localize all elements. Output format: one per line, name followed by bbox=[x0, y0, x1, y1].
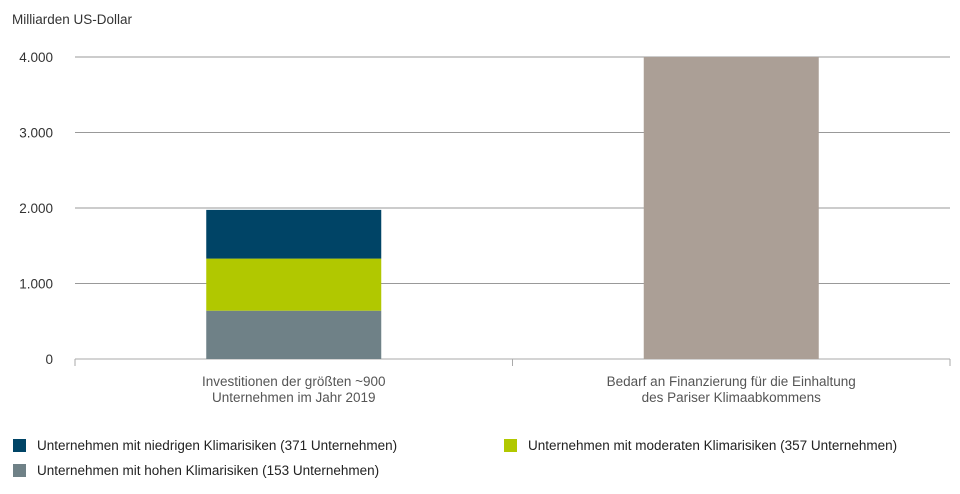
bar-segment bbox=[643, 57, 819, 359]
y-tick-label: 2.000 bbox=[19, 201, 53, 216]
legend-item-low-risk: Unternehmen mit niedrigen Klimarisiken (… bbox=[13, 438, 397, 453]
x-category-label: Unternehmen im Jahr 2019 bbox=[212, 390, 376, 405]
x-category-label: Investitionen der größten ~900 bbox=[202, 374, 386, 389]
legend-swatch bbox=[13, 439, 26, 452]
y-axis-title: Milliarden US-Dollar bbox=[12, 12, 133, 27]
x-category-label: des Pariser Klimaabkommens bbox=[642, 390, 822, 405]
y-tick-label: 4.000 bbox=[19, 50, 53, 65]
legend-swatch bbox=[13, 464, 26, 477]
legend-label: Unternehmen mit niedrigen Klimarisiken (… bbox=[37, 438, 398, 453]
legend-item-high-risk: Unternehmen mit hohen Klimarisiken (153 … bbox=[13, 463, 379, 478]
bar-segment bbox=[206, 209, 382, 259]
legend-item-moderate-risk: Unternehmen mit moderaten Klimarisiken (… bbox=[504, 438, 897, 453]
stacked-bar-chart: Milliarden US-Dollar 0 1.000 2.000 3.000 4.00… bbox=[12, 12, 951, 405]
legend-swatch bbox=[504, 439, 517, 452]
y-tick-label: 1.000 bbox=[19, 277, 53, 292]
x-category-label: Bedarf an Finanzierung für die Einhaltun… bbox=[607, 374, 856, 389]
bar-segment bbox=[206, 258, 382, 311]
bar-segment bbox=[206, 310, 382, 359]
y-tick-label: 3.000 bbox=[19, 126, 53, 141]
legend-label: Unternehmen mit hohen Klimarisiken (153 … bbox=[37, 463, 380, 478]
y-tick-label: 0 bbox=[45, 352, 53, 367]
legend-label: Unternehmen mit moderaten Klimarisiken (… bbox=[528, 438, 898, 453]
